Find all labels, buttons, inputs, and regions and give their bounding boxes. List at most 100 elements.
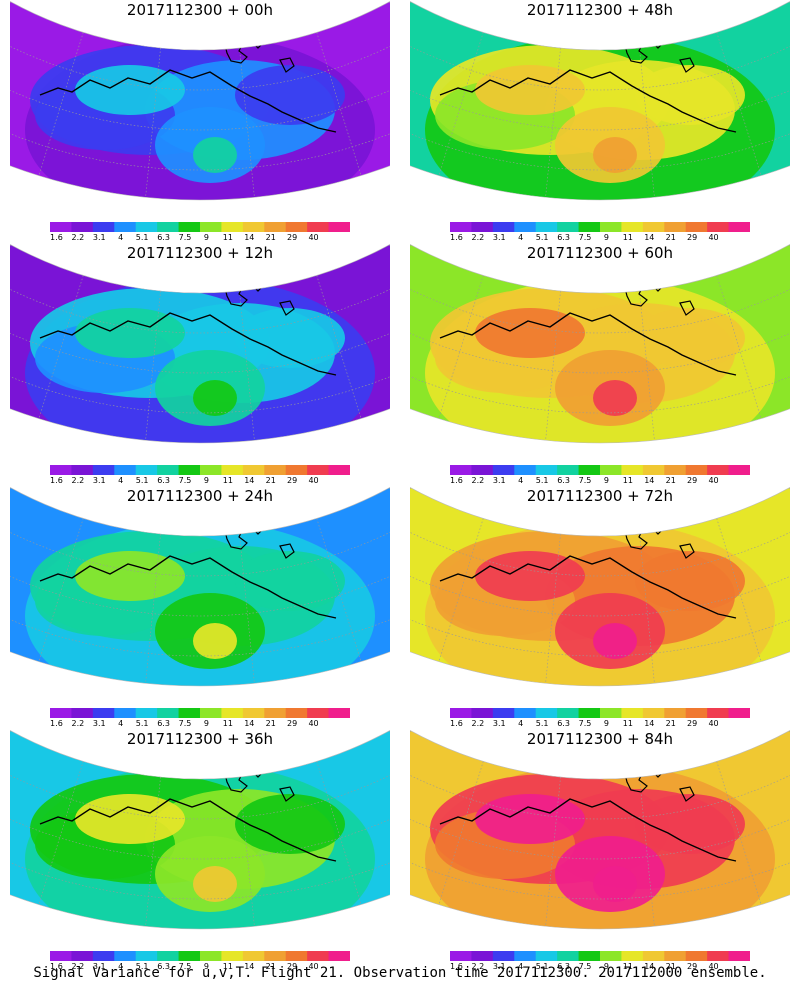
colorbar-swatch [178,222,201,232]
field-contour [593,137,637,173]
forecast-map [410,486,790,687]
colorbar-swatch [135,465,158,475]
colorbar-swatch [50,222,72,232]
colorbar-label: 9 [203,719,209,728]
colorbar-label: 6.3 [557,962,570,971]
colorbar-swatch [328,465,350,475]
colorbar-labels: 1.6 2.2 3.1 4 5.1 6.3 7.5 9 11 14 21 29 40 [450,962,750,972]
colorbar-swatch [557,465,580,475]
colorbar-swatch [492,465,515,475]
panel-title: 2017112300 + 00h [126,1,274,19]
colorbar-label: 1.6 [50,233,63,242]
forecast-map [410,243,790,444]
colorbar-swatch [664,951,687,961]
colorbar-swatch [328,708,350,718]
colorbar-swatch [728,951,750,961]
colorbar-swatch [514,708,537,718]
forecast-map [410,729,790,930]
field-contour [475,308,585,358]
colorbar-swatch [578,222,601,232]
field-contour [635,308,745,368]
colorbar-label: 5.1 [535,476,549,485]
colorbar-label: 2.2 [71,719,85,728]
colorbar-label: 6.3 [157,233,170,242]
colorbar-label: 40 [308,719,319,728]
colorbar-swatch [200,465,222,475]
colorbar [50,951,350,961]
colorbar [450,708,750,718]
colorbar-label: 4 [518,962,524,971]
colorbar-swatch [307,951,330,961]
colorbar-swatch [307,465,330,475]
colorbar-label: 6.3 [157,719,170,728]
colorbar-swatch [135,951,158,961]
map-panel: 2017112300 + 48h 1.6 2.2 3.1 4 5.1 6.3 7.5 9 11 14… [410,0,790,242]
map-border [10,0,390,201]
colorbar-swatch [557,222,580,232]
field-contour [75,551,185,601]
colorbar-swatch [221,222,244,232]
colorbar [50,708,350,718]
map-border [410,729,790,930]
colorbar-swatch [621,222,644,232]
colorbar-swatch [285,222,308,232]
field-contour [75,65,185,115]
colorbar-label: 14 [244,962,255,971]
colorbar-swatch [728,465,750,475]
colorbar-swatch [264,708,287,718]
map-border [410,0,790,201]
colorbar-label: 6.3 [157,476,170,485]
colorbar-label: 21 [665,719,676,728]
colorbar-label: 7.5 [578,233,592,242]
colorbar-label: 3.1 [92,233,106,242]
field-contour [235,308,345,368]
colorbar-label: 5.1 [535,962,549,971]
panel-title: 2017112300 + 24h [126,487,274,505]
colorbar-swatch [471,951,494,961]
colorbar-swatch [514,951,537,961]
colorbar-label: 2.2 [71,962,85,971]
colorbar-label: 3.1 [92,962,106,971]
colorbar [450,951,750,961]
colorbar-swatch [578,708,601,718]
colorbar-labels: 1.6 2.2 3.1 4 5.1 6.3 7.5 9 11 14 21 29 40 [450,719,750,729]
colorbar-swatch [157,222,180,232]
colorbar-swatch [221,465,244,475]
colorbar-swatch [664,465,687,475]
map-panel: 2017112300 + 12h 1.6 2.2 3.1 4 5.1 6.3 7.5 9 11 14… [10,243,390,485]
colorbar-label: 11 [622,476,633,485]
colorbar-label: 11 [222,476,233,485]
colorbar-label: 29 [287,476,298,485]
panel-title: 2017112300 + 36h [126,730,274,748]
colorbar-label: 11 [622,962,633,971]
colorbar-label: 11 [622,719,633,728]
colorbar-swatch [578,465,601,475]
colorbar-label: 5.1 [135,719,149,728]
field-contour [635,65,745,125]
colorbar-label: 40 [308,476,319,485]
colorbar-swatch [707,951,730,961]
colorbar-label: 2.2 [471,719,485,728]
field-contour [593,866,637,902]
map-border [10,243,390,444]
graticule [10,1,390,198]
colorbar-swatch [450,708,472,718]
colorbar-label: 29 [687,719,698,728]
colorbar-swatch [71,222,94,232]
colorbar-label: 3.1 [492,962,506,971]
colorbar-swatch [642,951,665,961]
colorbar-swatch [114,465,137,475]
field-contour [635,551,745,611]
coastline [439,69,737,133]
colorbar-labels: 1.6 2.2 3.1 4 5.1 6.3 7.5 9 11 14 21 29 40 [50,962,350,972]
colorbar-swatch [600,951,622,961]
colorbar-swatch [50,708,72,718]
colorbar-label: 7.5 [178,476,192,485]
colorbar-label: 5.1 [135,233,149,242]
map-border [410,243,790,444]
colorbar-labels: 1.6 2.2 3.1 4 5.1 6.3 7.5 9 11 14 21 29 40 [50,233,350,243]
colorbar-swatch [157,465,180,475]
colorbar-label: 3.1 [492,476,506,485]
colorbar-label: 9 [603,476,609,485]
colorbar-label: 29 [687,233,698,242]
